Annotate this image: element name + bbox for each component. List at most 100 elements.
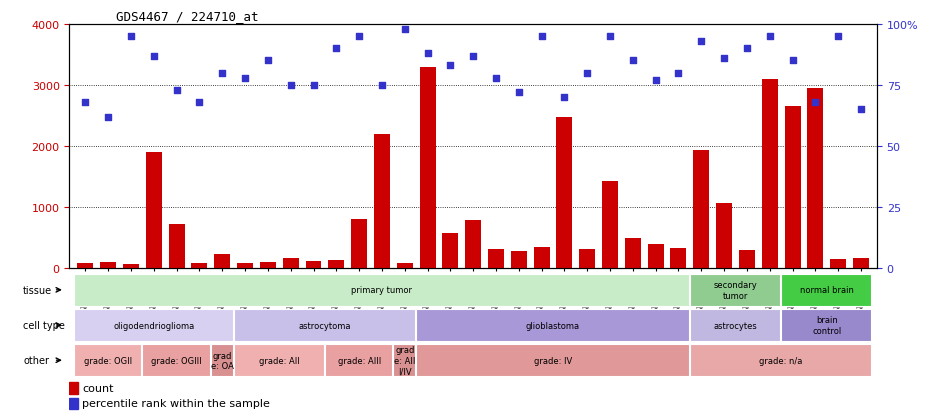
Bar	[784, 107, 800, 268]
Point	[671, 70, 686, 77]
Bar	[580, 249, 595, 268]
Bar	[214, 254, 231, 268]
Point	[215, 70, 230, 77]
Point	[831, 34, 845, 40]
Bar	[260, 262, 276, 268]
Point	[854, 107, 869, 113]
Text: astrocytoma: astrocytoma	[299, 321, 351, 330]
Text: primary tumor: primary tumor	[352, 286, 412, 294]
Point	[169, 87, 184, 94]
Text: cell type: cell type	[23, 320, 65, 330]
Point	[443, 63, 457, 69]
Bar	[146, 153, 162, 268]
Bar	[143, 344, 209, 377]
Bar	[237, 263, 253, 268]
Point	[694, 38, 708, 45]
Bar	[211, 344, 232, 377]
Point	[762, 34, 777, 40]
Text: tissue: tissue	[23, 285, 52, 295]
Bar	[488, 249, 504, 268]
Point	[78, 100, 93, 106]
Point	[329, 46, 344, 52]
Text: grad
e: OA: grad e: OA	[211, 351, 233, 370]
Bar	[100, 262, 116, 268]
Bar	[739, 250, 755, 268]
Bar	[694, 150, 709, 268]
Point	[603, 34, 618, 40]
Text: glioblastoma: glioblastoma	[526, 321, 580, 330]
Text: count: count	[82, 383, 114, 393]
Point	[785, 58, 800, 64]
Text: secondary
tumor: secondary tumor	[714, 280, 757, 300]
Point	[489, 75, 504, 82]
Bar	[69, 382, 78, 394]
Text: percentile rank within the sample: percentile rank within the sample	[82, 398, 270, 408]
Point	[192, 100, 206, 106]
Point	[580, 70, 594, 77]
Text: brain
control: brain control	[812, 316, 842, 335]
Bar	[325, 344, 393, 377]
Point	[740, 46, 755, 52]
Bar	[690, 309, 780, 342]
Bar	[374, 135, 390, 268]
Point	[397, 26, 412, 33]
Bar	[282, 259, 299, 268]
Bar	[74, 309, 232, 342]
Bar	[465, 221, 482, 268]
Bar	[123, 265, 139, 268]
Text: oligodendrioglioma: oligodendrioglioma	[113, 321, 194, 330]
Bar	[782, 309, 871, 342]
Bar	[670, 248, 686, 268]
Point	[238, 75, 253, 82]
Bar	[807, 89, 823, 268]
Point	[420, 51, 435, 57]
Point	[625, 58, 640, 64]
Bar	[762, 80, 778, 268]
Bar	[396, 263, 413, 268]
Bar	[557, 117, 572, 268]
Point	[648, 78, 663, 84]
Text: grade: IV: grade: IV	[534, 356, 572, 365]
Point	[260, 58, 275, 64]
Bar	[690, 274, 780, 306]
Bar	[853, 259, 869, 268]
Text: astrocytes: astrocytes	[714, 321, 757, 330]
Bar	[78, 263, 94, 268]
Point	[374, 83, 389, 89]
Text: grade: OGIII: grade: OGIII	[151, 356, 202, 365]
Bar	[716, 204, 732, 268]
Point	[557, 95, 572, 101]
Point	[307, 83, 321, 89]
Bar	[233, 309, 415, 342]
Bar	[690, 344, 871, 377]
Bar	[169, 225, 184, 268]
Bar	[443, 233, 458, 268]
Bar	[306, 262, 321, 268]
Point	[146, 53, 161, 60]
Bar	[69, 398, 78, 409]
Point	[717, 56, 732, 62]
Point	[352, 34, 367, 40]
Bar	[625, 238, 641, 268]
Bar	[416, 309, 689, 342]
Text: grad
e: AII
I/IV: grad e: AII I/IV	[394, 346, 416, 375]
Point	[283, 83, 298, 89]
Text: grade: AIII: grade: AIII	[337, 356, 381, 365]
Text: normal brain: normal brain	[800, 286, 854, 294]
Bar	[647, 244, 664, 268]
Text: grade: n/a: grade: n/a	[759, 356, 803, 365]
Text: grade: OGII: grade: OGII	[84, 356, 132, 365]
Bar	[351, 220, 367, 268]
Point	[511, 90, 526, 96]
Bar	[533, 247, 550, 268]
Point	[124, 34, 139, 40]
Text: grade: AII: grade: AII	[259, 356, 300, 365]
Bar	[394, 344, 415, 377]
Bar	[511, 252, 527, 268]
Bar	[74, 344, 142, 377]
Bar	[831, 259, 846, 268]
Bar	[192, 263, 207, 268]
Bar	[419, 67, 435, 268]
Point	[101, 114, 116, 121]
Bar	[782, 274, 871, 306]
